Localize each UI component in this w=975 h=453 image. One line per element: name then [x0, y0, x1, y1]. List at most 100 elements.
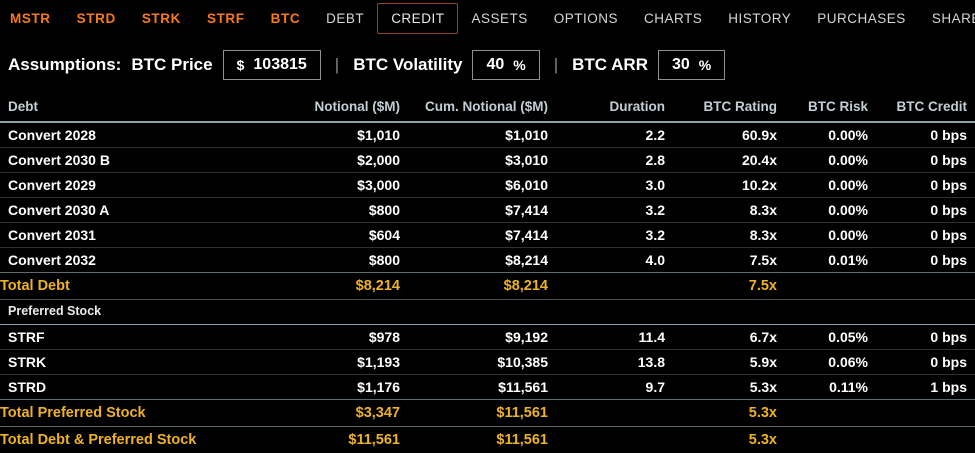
- row-label: Total Preferred Stock: [0, 399, 258, 427]
- ticker-strk[interactable]: STRK: [141, 11, 181, 26]
- column-header-btc-rating: BTC Rating: [665, 95, 777, 123]
- cell-btc-risk: 0.00%: [777, 222, 868, 248]
- cell-duration: 2.8: [548, 147, 665, 173]
- cell-btc-credit: 1 bps: [868, 374, 975, 400]
- table-row-convert-2030-a: Convert 2030 A $800 $7,414 3.2 8.3x 0.00% 0 bp…: [0, 197, 975, 223]
- row-label: Convert 2030 A: [0, 197, 258, 223]
- table-row-convert-2032: Convert 2032 $800 $8,214 4.0 7.5x 0.01% 0 bps: [0, 247, 975, 273]
- assumptions-divider: |: [553, 55, 559, 74]
- cell-cum-notional-m: $3,010: [400, 147, 548, 173]
- cell-btc-rating: 6.7x: [665, 324, 777, 350]
- column-header-cum-notional-m: Cum. Notional ($M): [400, 95, 548, 123]
- table-row-strf: STRF $978 $9,192 11.4 6.7x 0.05% 0 bps: [0, 324, 975, 350]
- row-label: STRF: [0, 324, 258, 350]
- section-label: Preferred Stock: [0, 299, 975, 325]
- table-row-convert-2030-b: Convert 2030 B $2,000 $3,010 2.8 20.4x 0.00% 0…: [0, 147, 975, 173]
- cell-cum-notional-m: $7,414: [400, 197, 548, 223]
- cell-cum-notional-m: $6,010: [400, 172, 548, 198]
- cell-btc-risk: 0.00%: [777, 197, 868, 223]
- percent-suffix: %: [698, 57, 712, 73]
- cell-btc-risk: [777, 272, 868, 300]
- cell-duration: 3.2: [548, 197, 665, 223]
- cell-btc-rating: 8.3x: [665, 222, 777, 248]
- assumption-label-btc-arr: BTC ARR: [572, 55, 648, 74]
- cell-cum-notional-m: $11,561: [400, 374, 548, 400]
- assumption-input-btc-arr[interactable]: 30%: [658, 50, 726, 80]
- cell-cum-notional-m: $9,192: [400, 324, 548, 350]
- cell-cum-notional-m: $10,385: [400, 349, 548, 375]
- ticker-mstr[interactable]: MSTR: [10, 11, 51, 26]
- cell-btc-risk: [777, 399, 868, 427]
- tab-assets[interactable]: ASSETS: [471, 11, 528, 26]
- cell-notional-m: $3,347: [258, 399, 400, 427]
- cell-duration: 3.0: [548, 172, 665, 198]
- cell-notional-m: $1,010: [258, 121, 400, 148]
- tab-charts[interactable]: CHARTS: [643, 11, 703, 26]
- cell-notional-m: $1,176: [258, 374, 400, 400]
- table-row-convert-2031: Convert 2031 $604 $7,414 3.2 8.3x 0.00% 0 bps: [0, 222, 975, 248]
- cell-btc-rating: 20.4x: [665, 147, 777, 173]
- cell-cum-notional-m: $1,010: [400, 121, 548, 148]
- cell-cum-notional-m: $8,214: [400, 247, 548, 273]
- ticker-strd[interactable]: STRD: [76, 11, 116, 26]
- tab-options[interactable]: OPTIONS: [553, 11, 618, 26]
- cell-btc-rating: 7.5x: [665, 272, 777, 300]
- cell-btc-rating: 5.3x: [665, 374, 777, 400]
- cell-duration: 2.2: [548, 121, 665, 148]
- cell-notional-m: $2,000: [258, 147, 400, 173]
- column-header-debt: Debt: [0, 95, 258, 123]
- cell-btc-rating: 5.9x: [665, 349, 777, 375]
- cell-cum-notional-m: $11,561: [400, 426, 548, 453]
- cell-notional-m: $1,193: [258, 349, 400, 375]
- cell-duration: 3.2: [548, 222, 665, 248]
- cell-btc-risk: 0.11%: [777, 374, 868, 400]
- column-header-btc-credit: BTC Credit: [868, 95, 975, 123]
- cell-notional-m: $800: [258, 247, 400, 273]
- cell-btc-rating: 10.2x: [665, 172, 777, 198]
- tab-shares[interactable]: SHARES: [931, 11, 975, 26]
- cell-notional-m: $604: [258, 222, 400, 248]
- cell-btc-risk: 0.05%: [777, 324, 868, 350]
- assumption-value: 103815: [253, 56, 307, 73]
- assumption-input-btc-price[interactable]: $103815: [222, 50, 321, 80]
- assumption-value: 40: [486, 56, 505, 73]
- assumption-label-btc-price: BTC Price: [131, 55, 213, 74]
- assumptions-bar: Assumptions: BTC Price $103815 | BTC Volati…: [0, 39, 975, 91]
- cell-notional-m: $800: [258, 197, 400, 223]
- total-row-total-debt-preferred-stock: Total Debt & Preferred Stock $11,561 $11,5…: [0, 426, 975, 453]
- cell-btc-credit: 0 bps: [868, 172, 975, 198]
- cell-btc-rating: 60.9x: [665, 121, 777, 148]
- row-label: Total Debt: [0, 272, 258, 300]
- assumption-label-btc-volatility: BTC Volatility: [353, 55, 463, 74]
- cell-cum-notional-m: $8,214: [400, 272, 548, 300]
- total-row-total-debt: Total Debt $8,214 $8,214 7.5x: [0, 272, 975, 300]
- row-label: STRD: [0, 374, 258, 400]
- row-label: Convert 2032: [0, 247, 258, 273]
- cell-btc-credit: 0 bps: [868, 349, 975, 375]
- assumption-input-btc-volatility[interactable]: 40%: [472, 50, 540, 80]
- row-label: Total Debt & Preferred Stock: [0, 426, 258, 453]
- cell-duration: [548, 399, 665, 427]
- column-header-notional-m: Notional ($M): [258, 95, 400, 123]
- cell-btc-rating: 7.5x: [665, 247, 777, 273]
- cell-notional-m: $11,561: [258, 426, 400, 453]
- cell-btc-risk: [777, 426, 868, 453]
- ticker-strf[interactable]: STRF: [206, 11, 245, 26]
- cell-notional-m: $8,214: [258, 272, 400, 300]
- cell-notional-m: $978: [258, 324, 400, 350]
- cell-duration: 9.7: [548, 374, 665, 400]
- credit-table: Debt Notional ($M) Cum. Notional ($M) Durat…: [0, 95, 975, 453]
- tab-history[interactable]: HISTORY: [728, 11, 792, 26]
- top-nav: MSTR STRD STRK STRF BTC DEBT CREDIT ASSETS OPTIO…: [0, 0, 975, 37]
- table-row-convert-2028: Convert 2028 $1,010 $1,010 2.2 60.9x 0.00% 0 b…: [0, 121, 975, 148]
- cell-cum-notional-m: $7,414: [400, 222, 548, 248]
- cell-btc-credit: 0 bps: [868, 247, 975, 273]
- assumptions-divider: |: [334, 55, 340, 74]
- tab-purchases[interactable]: PURCHASES: [817, 11, 906, 26]
- cell-btc-credit: 0 bps: [868, 197, 975, 223]
- cell-btc-credit: 0 bps: [868, 147, 975, 173]
- section-row-preferred-stock: Preferred Stock: [0, 299, 975, 325]
- ticker-btc[interactable]: BTC: [270, 11, 301, 26]
- tab-debt[interactable]: DEBT: [326, 11, 365, 26]
- tab-credit[interactable]: CREDIT: [377, 3, 459, 34]
